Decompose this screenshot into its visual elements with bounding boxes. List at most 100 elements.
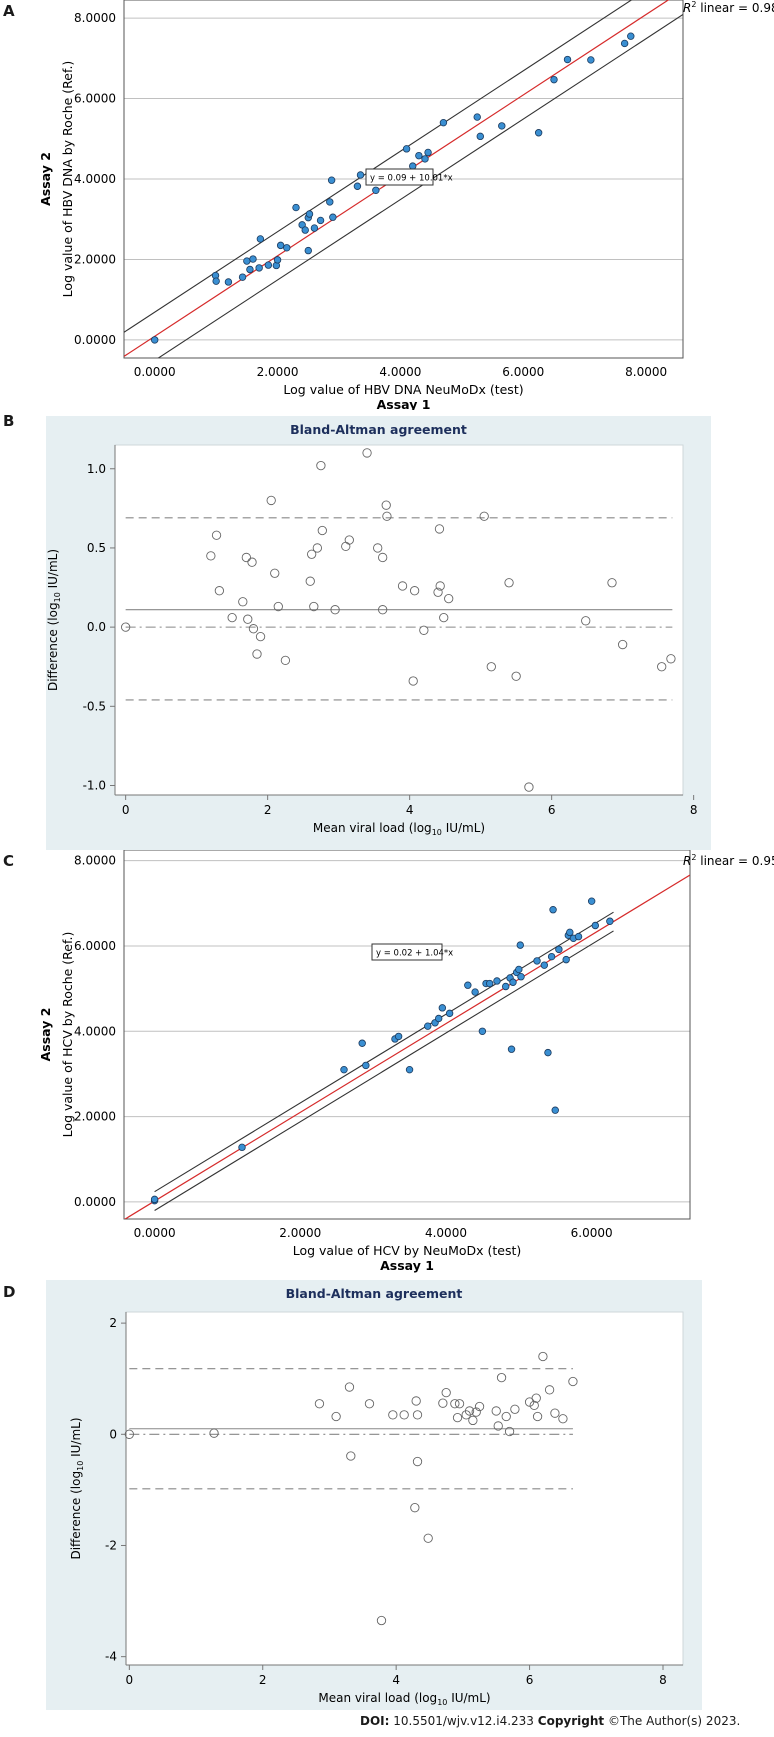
- data-point: [362, 448, 372, 458]
- data-point: [474, 1401, 485, 1412]
- x-axis-label: Log value of HCV by NeuMoDx (test): [293, 1243, 522, 1258]
- data-point: [238, 273, 247, 281]
- panel-letter-a: A: [3, 2, 15, 20]
- data-point: [209, 1428, 219, 1438]
- data-point: [478, 1027, 487, 1036]
- data-point: [424, 1022, 432, 1030]
- data-point: [540, 961, 549, 969]
- data-point: [533, 957, 541, 965]
- data-point: [509, 978, 517, 986]
- data-point: [273, 601, 283, 612]
- data-point: [423, 1533, 433, 1543]
- data-point: [550, 75, 558, 84]
- data-point: [381, 500, 391, 510]
- equation-label: y = 0.09 + 10.01*x: [370, 174, 453, 184]
- data-point: [562, 955, 570, 964]
- data-point: [243, 257, 251, 265]
- data-point: [378, 552, 388, 563]
- data-point: [212, 277, 220, 285]
- data-point: [246, 265, 254, 274]
- r-squared-superscript: 2: [691, 853, 696, 862]
- y-axis-label: Difference (log10 IU/mL): [69, 1417, 85, 1559]
- y-axis-label-text: Difference (log: [46, 602, 60, 691]
- data-point: [627, 32, 635, 40]
- data-point: [340, 1065, 348, 1074]
- y-tick-label: 0.0000: [74, 1195, 116, 1209]
- x-tick-label: 8: [659, 1673, 667, 1687]
- x-tick-label: 0.0000: [134, 365, 176, 379]
- x-axis-sublabel: Assay 1: [380, 1258, 434, 1273]
- x-tick-label: 4.0000: [425, 1226, 467, 1240]
- data-point: [238, 597, 248, 607]
- data-point: [264, 261, 273, 269]
- data-point: [473, 113, 481, 121]
- data-point: [373, 543, 383, 553]
- data-point: [273, 256, 282, 264]
- data-point: [243, 614, 253, 624]
- panel-letter-b: B: [3, 412, 15, 430]
- plot-area: [114, 444, 684, 796]
- plot-frame: [123, 850, 691, 1220]
- data-point: [410, 1503, 420, 1513]
- data-point: [493, 1421, 503, 1431]
- data-point: [534, 129, 543, 137]
- data-point: [504, 1426, 515, 1437]
- data-point: [266, 495, 276, 506]
- x-axis-label-tail: IU/mL): [442, 821, 485, 835]
- data-point: [121, 622, 131, 632]
- data-point: [574, 932, 583, 941]
- x-axis-label-subscript: 10: [432, 828, 442, 837]
- regression-line: [124, 874, 690, 1219]
- y-tick-label: 0.0000: [74, 333, 116, 347]
- data-point: [376, 1615, 387, 1626]
- y-tick-label: 6.0000: [74, 939, 116, 953]
- y-axis-label: Log value of HCV by Roche (Ref.): [60, 932, 75, 1138]
- data-point: [327, 176, 336, 184]
- data-point: [444, 593, 454, 604]
- x-tick-label: 8: [690, 803, 698, 817]
- data-point: [150, 1195, 159, 1204]
- data-point: [353, 182, 362, 190]
- r-squared-value: linear = 0.957: [696, 854, 774, 868]
- data-point: [344, 1382, 355, 1392]
- data-point: [510, 1404, 520, 1414]
- data-point: [224, 278, 233, 286]
- data-point: [214, 586, 225, 596]
- data-point: [238, 1143, 246, 1152]
- x-tick-label: 2.0000: [279, 1226, 321, 1240]
- data-point: [249, 255, 257, 263]
- data-point: [464, 1406, 475, 1416]
- x-axis-label-text: Mean viral load (log: [318, 1691, 437, 1705]
- data-point: [493, 977, 501, 985]
- x-tick-label: 2.0000: [257, 365, 299, 379]
- y-tick-label: 2.0000: [74, 252, 116, 266]
- scatter-chart-hbv: 0.0000 2.0000 4.0000 6.0000 8.0000 0.0000 2.00…: [38, 0, 774, 410]
- data-point: [434, 1014, 443, 1023]
- data-point: [529, 1400, 539, 1411]
- data-point: [551, 1106, 559, 1114]
- y-tick-label: -1.0: [83, 778, 106, 792]
- y-tick-label: -0.5: [83, 699, 106, 713]
- equation-box: [365, 168, 434, 186]
- data-point: [439, 118, 448, 127]
- data-point: [666, 654, 676, 664]
- fit-lines: [124, 874, 690, 1219]
- data-point: [329, 213, 337, 221]
- r-squared-prefix: R: [683, 1, 691, 15]
- data-point: [550, 1408, 560, 1418]
- data-point: [248, 624, 259, 634]
- y-tick-label: 4.0000: [74, 1024, 116, 1038]
- data-point: [409, 586, 420, 596]
- data-point: [358, 1039, 366, 1047]
- data-point: [555, 945, 563, 954]
- data-point: [364, 1399, 375, 1409]
- data-point: [498, 122, 506, 130]
- data-point: [544, 1048, 552, 1057]
- data-point: [568, 1376, 578, 1387]
- data-point: [524, 782, 534, 792]
- data-point: [558, 1414, 568, 1424]
- x-tick-label: 0: [122, 803, 130, 817]
- data-point: [399, 1410, 409, 1420]
- data-point: [486, 662, 496, 672]
- data-point: [397, 581, 408, 591]
